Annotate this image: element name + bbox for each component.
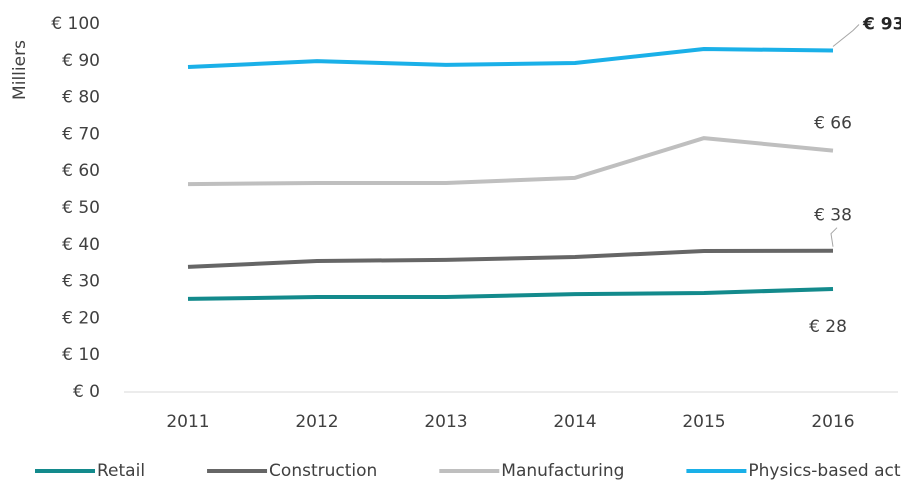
- x-tick-label: 2015: [682, 412, 725, 432]
- y-tick-label: € 50: [62, 198, 100, 218]
- series-line: [187, 248, 834, 269]
- y-tick-label: € 70: [62, 124, 100, 144]
- legend-label: Manufacturing: [501, 461, 624, 481]
- x-tick-label: 2014: [553, 412, 596, 432]
- x-tick-label: 2011: [166, 412, 209, 432]
- data-label: € 93: [862, 14, 901, 34]
- x-tick-label: 2016: [811, 412, 854, 432]
- y-tick-label: € 10: [62, 345, 100, 365]
- data-label: € 38: [814, 206, 852, 226]
- legend-label: Construction: [269, 461, 377, 481]
- leader-line: [830, 227, 838, 247]
- series-line: [187, 47, 834, 70]
- legend-label: Retail: [97, 461, 145, 481]
- y-tick-label: € 40: [62, 235, 100, 255]
- y-axis-label: Milliers: [10, 40, 30, 100]
- x-tick-label: 2013: [424, 412, 467, 432]
- y-tick-label: € 60: [62, 161, 100, 181]
- y-tick-label: € 90: [62, 51, 100, 71]
- x-tick-label: 2012: [295, 412, 338, 432]
- y-tick-label: € 0: [73, 382, 100, 402]
- y-tick-label: € 100: [51, 14, 100, 34]
- leader-line: [832, 24, 860, 47]
- legend-label: Physics-based activities: [748, 461, 901, 481]
- data-label: € 66: [814, 114, 852, 134]
- y-tick-label: € 30: [62, 272, 100, 292]
- y-tick-label: € 20: [62, 308, 100, 328]
- series-line: [187, 286, 834, 301]
- series-line: [187, 136, 834, 187]
- data-label: € 28: [809, 317, 847, 337]
- y-tick-label: € 80: [62, 88, 100, 108]
